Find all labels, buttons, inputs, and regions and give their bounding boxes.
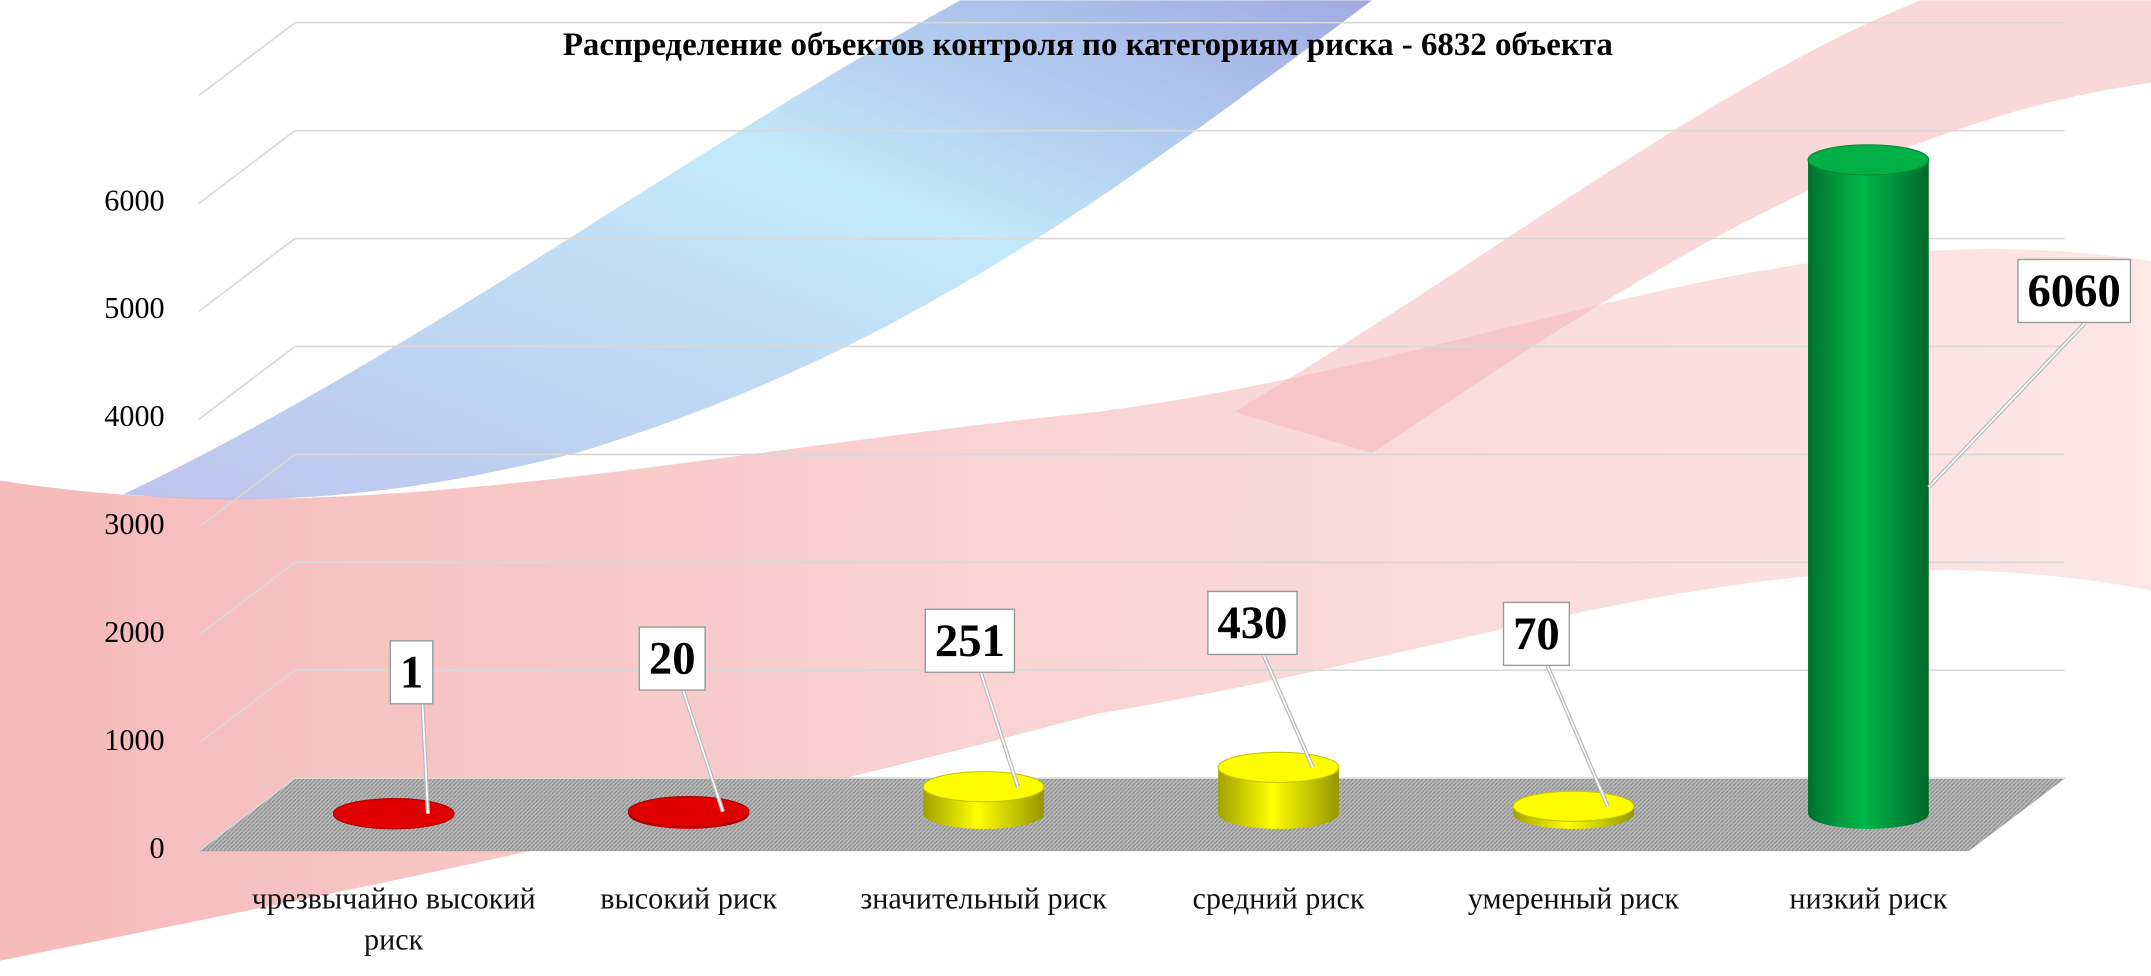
y-tick-label: 6000 (104, 183, 164, 217)
y-tick-label: 5000 (104, 291, 164, 325)
y-tick-label: 1000 (104, 723, 164, 757)
x-label-box: чрезвычайно высокий риск (250, 878, 538, 974)
bar-top (1808, 145, 1929, 175)
y-tick-label: 2000 (104, 615, 164, 649)
y-tick-label: 4000 (104, 399, 164, 433)
data-label: 1 (400, 646, 423, 698)
x-tick-label: высокий риск (545, 878, 833, 919)
chart-title: Распределение объектов контроля по катег… (563, 27, 1613, 63)
bar-top (1513, 791, 1634, 821)
data-label: 430 (1217, 597, 1287, 649)
x-label-box: средний риск (1134, 878, 1422, 974)
x-label-box: умеренный риск (1429, 878, 1717, 974)
x-tick-label: чрезвычайно высокий риск (250, 878, 538, 959)
bar-top (333, 799, 454, 829)
floor (199, 778, 2065, 851)
x-tick-label: значительный риск (840, 878, 1128, 919)
bar-top (628, 797, 749, 827)
bar-top (923, 772, 1044, 802)
bar-body (1808, 160, 1929, 829)
y-tick-label: 0 (150, 831, 165, 865)
x-label-box: низкий риск (1724, 878, 2012, 974)
data-label: 6060 (2028, 265, 2121, 317)
data-label: 20 (649, 633, 696, 685)
data-label: 251 (935, 615, 1005, 667)
x-tick-label: низкий риск (1724, 878, 2012, 919)
chart: Распределение объектов контроля по катег… (0, 0, 2151, 976)
page: Распределение объектов контроля по катег… (0, 0, 2151, 976)
y-tick-label: 3000 (104, 507, 164, 541)
x-label-box: высокий риск (545, 878, 833, 974)
x-label-box: значительный риск (840, 878, 1128, 974)
x-tick-label: умеренный риск (1429, 878, 1717, 919)
x-tick-label: средний риск (1134, 878, 1422, 919)
data-label: 70 (1513, 608, 1560, 660)
bar-top (1218, 752, 1339, 782)
